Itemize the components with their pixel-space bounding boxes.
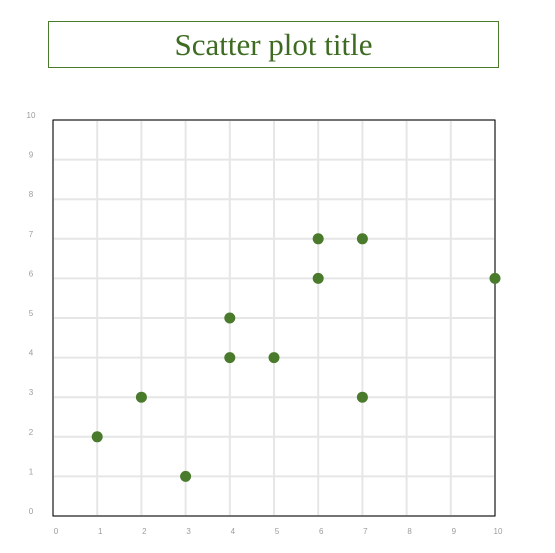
data-point [356, 233, 368, 245]
x-tick-label: 9 [452, 527, 457, 536]
data-point [180, 470, 192, 482]
data-points [91, 233, 501, 482]
data-point [489, 272, 501, 284]
x-tick-label: 1 [98, 527, 103, 536]
x-tick-label: 10 [494, 527, 503, 536]
data-point [356, 391, 368, 403]
y-tick-label: 8 [29, 190, 34, 199]
x-tick-label: 2 [142, 527, 147, 536]
data-point [135, 391, 147, 403]
grid [52, 119, 496, 517]
data-point [312, 233, 324, 245]
chart-title-box: Scatter plot title [48, 21, 499, 68]
x-tick-label: 3 [186, 527, 191, 536]
y-tick-label: 1 [29, 467, 34, 476]
y-tick-label: 10 [27, 111, 36, 120]
chart-title: Scatter plot title [174, 27, 373, 62]
y-tick-label: 7 [29, 230, 34, 239]
data-point [312, 272, 324, 284]
y-tick-label: 3 [29, 388, 34, 397]
x-tick-label: 0 [54, 527, 59, 536]
data-point [268, 352, 280, 364]
x-axis-tick-labels: 0 1 2 3 4 5 6 7 8 9 10 [54, 527, 503, 536]
y-tick-label: 6 [29, 269, 34, 278]
x-tick-label: 4 [231, 527, 236, 536]
x-tick-label: 5 [275, 527, 280, 536]
y-tick-label: 9 [29, 151, 34, 160]
data-point [224, 352, 236, 364]
x-tick-label: 8 [407, 527, 412, 536]
y-tick-label: 4 [29, 349, 34, 358]
data-point [91, 431, 103, 443]
plot-frame [52, 119, 496, 517]
y-tick-label: 2 [29, 428, 34, 437]
y-axis-tick-labels: 0 1 2 3 4 5 6 7 8 9 10 [27, 111, 36, 516]
y-tick-label: 5 [29, 309, 34, 318]
x-tick-label: 6 [319, 527, 324, 536]
y-tick-label: 0 [29, 507, 34, 516]
data-point [224, 312, 236, 324]
x-tick-label: 7 [363, 527, 368, 536]
